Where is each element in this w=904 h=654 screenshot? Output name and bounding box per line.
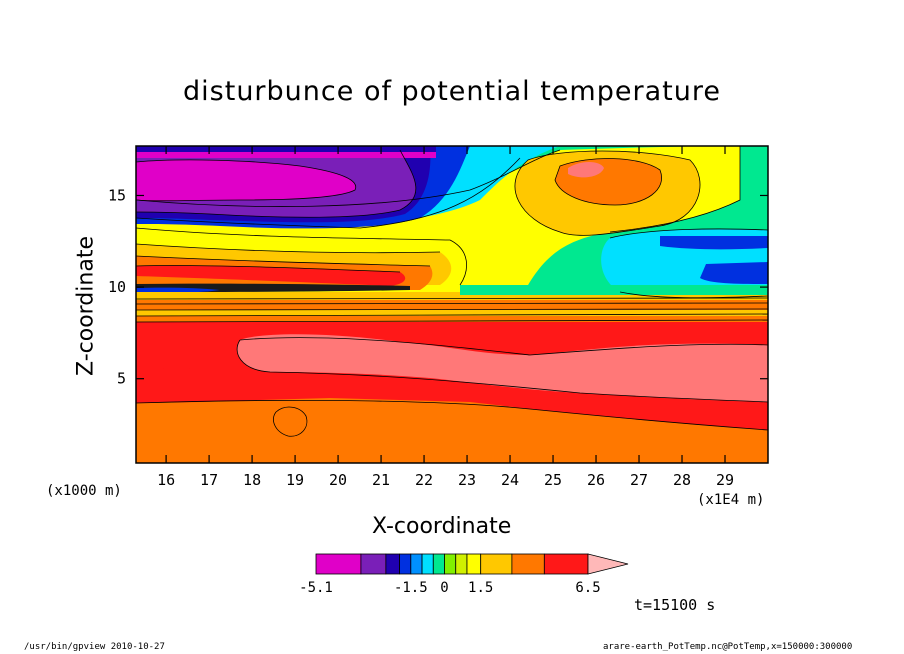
x-tick-label: 18 bbox=[243, 471, 261, 489]
y-tick-label: 15 bbox=[108, 186, 126, 204]
colorbar-segment bbox=[432, 553, 445, 575]
contour-band-top-blue bbox=[136, 146, 436, 152]
colorbar-label: -1.5 bbox=[394, 580, 428, 596]
colorbar-extension-arrow bbox=[587, 553, 629, 575]
colorbar-segment bbox=[385, 553, 400, 575]
x-unit-right-label: (x1E4 m) bbox=[697, 492, 765, 508]
contour-band-bottom bbox=[136, 452, 768, 463]
colorbar-label: 0 bbox=[440, 580, 448, 596]
plot-frame bbox=[135, 145, 769, 464]
x-axis-label: X-coordinate bbox=[372, 514, 512, 539]
contour-band-top-magenta bbox=[136, 152, 436, 158]
contour-lines bbox=[136, 146, 768, 437]
contour-band-blue-inversion bbox=[136, 287, 220, 293]
colorbar-label: -5.1 bbox=[299, 580, 333, 596]
colorbar-segment bbox=[410, 553, 423, 575]
x-tick-label: 20 bbox=[329, 471, 347, 489]
colorbar-segment bbox=[315, 553, 362, 575]
x-tick-label: 22 bbox=[415, 471, 433, 489]
x-tick-label: 26 bbox=[587, 471, 605, 489]
x-tick-label: 27 bbox=[630, 471, 648, 489]
colorbar-label: 6.5 bbox=[575, 580, 600, 596]
footer-left-label: /usr/bin/gpview 2010-10-27 bbox=[24, 642, 165, 652]
x-tick-label: 24 bbox=[501, 471, 519, 489]
y-tick-label: 5 bbox=[117, 370, 126, 388]
colorbar-segment bbox=[511, 553, 545, 575]
x-tick-label: 17 bbox=[200, 471, 218, 489]
colorbar-labels: -5.1 -1.5 0 1.5 6.5 bbox=[299, 580, 601, 596]
x-tick-label: 19 bbox=[286, 471, 304, 489]
colorbar bbox=[315, 553, 629, 575]
colorbar-segment bbox=[455, 553, 468, 575]
x-tick-label: 25 bbox=[544, 471, 562, 489]
colorbar-segment bbox=[466, 553, 482, 575]
x-tick-label: 21 bbox=[372, 471, 390, 489]
axis-ticks bbox=[136, 146, 768, 463]
chart-title: disturbunce of potential temperature bbox=[183, 76, 721, 107]
contour-fill-orange-blob bbox=[273, 407, 307, 437]
x-tick-label: 23 bbox=[458, 471, 476, 489]
contour-band-yellow-z8 bbox=[136, 310, 768, 316]
colorbar-segment bbox=[399, 553, 412, 575]
contour-fill-pink bbox=[237, 334, 768, 402]
contour-fill-magenta-core bbox=[136, 159, 356, 201]
contour-fill-blue-right bbox=[660, 236, 768, 250]
y-tick-label: 10 bbox=[108, 278, 126, 296]
x-tick-label: 16 bbox=[157, 471, 175, 489]
colorbar-segment bbox=[480, 553, 513, 575]
x-tick-label: 29 bbox=[716, 471, 734, 489]
x-unit-left-label: (x1000 m) bbox=[46, 483, 122, 499]
contour-fill-red-pocket bbox=[160, 366, 196, 377]
contour-fill-blue-right2 bbox=[700, 262, 768, 284]
x-tick-label: 28 bbox=[673, 471, 691, 489]
colorbar-segment bbox=[421, 553, 434, 575]
footer-right-label: arare-earth_PotTemp.nc@PotTemp,x=150000:… bbox=[603, 642, 853, 652]
colorbar-label: 1.5 bbox=[468, 580, 493, 596]
y-axis-label: Z-coordinate bbox=[73, 236, 99, 376]
contour-band-gold-z9 bbox=[136, 292, 768, 300]
contour-field bbox=[136, 146, 768, 463]
time-label: t=15100 s bbox=[634, 596, 716, 614]
colorbar-segment bbox=[444, 553, 457, 575]
contour-band-red-z10 bbox=[136, 265, 406, 286]
axis-tick-labels: 16 17 18 19 20 21 22 23 24 25 26 27 28 29 5 10 15 bbox=[108, 186, 734, 489]
colorbar-segment bbox=[543, 553, 589, 575]
contour-band-green-z9 bbox=[460, 285, 768, 295]
colorbar-segment bbox=[360, 553, 387, 575]
contour-fill-red-warm bbox=[568, 162, 604, 178]
